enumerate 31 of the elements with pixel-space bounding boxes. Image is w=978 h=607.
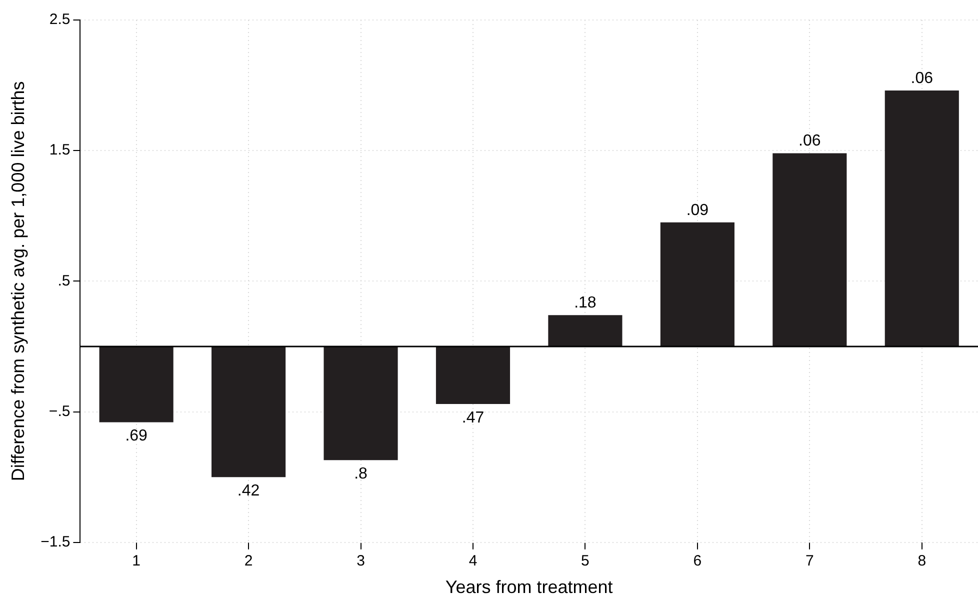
bar — [884, 90, 959, 346]
x-tick-label: 8 — [918, 552, 926, 570]
annotation: .8 — [354, 466, 368, 483]
bar — [324, 346, 398, 460]
annotation: .42 — [237, 482, 260, 500]
y-axis-title: Difference from synthetic avg. per 1,000 live births — [8, 81, 28, 482]
x-tick-label: 6 — [693, 552, 702, 570]
x-tick-label: 5 — [581, 552, 590, 570]
y-tick-label: .5 — [58, 272, 70, 290]
x-axis-title: Years from treatment — [445, 577, 613, 598]
x-tick-label: 3 — [356, 552, 365, 570]
annotation: .47 — [462, 409, 484, 426]
annotation: .69 — [125, 428, 148, 445]
bar — [660, 222, 734, 346]
annotation: .06 — [798, 132, 821, 150]
y-tick-label: −.5 — [48, 402, 70, 420]
annotation: .09 — [686, 202, 709, 219]
bar — [436, 346, 510, 404]
annotation: .06 — [910, 70, 934, 87]
y-tick-label: 2.5 — [49, 11, 70, 28]
x-tick-label: 7 — [805, 552, 814, 570]
bar — [548, 315, 622, 346]
bar — [772, 153, 847, 346]
x-tick-label: 2 — [244, 552, 253, 570]
y-tick-label: −1.5 — [40, 534, 70, 551]
bar — [99, 346, 174, 422]
x-tick-label: 4 — [468, 552, 478, 570]
x-tick-label: 1 — [132, 552, 140, 570]
y-tick-label: 1.5 — [49, 142, 70, 159]
bar — [212, 346, 286, 478]
annotation: .18 — [574, 294, 596, 312]
